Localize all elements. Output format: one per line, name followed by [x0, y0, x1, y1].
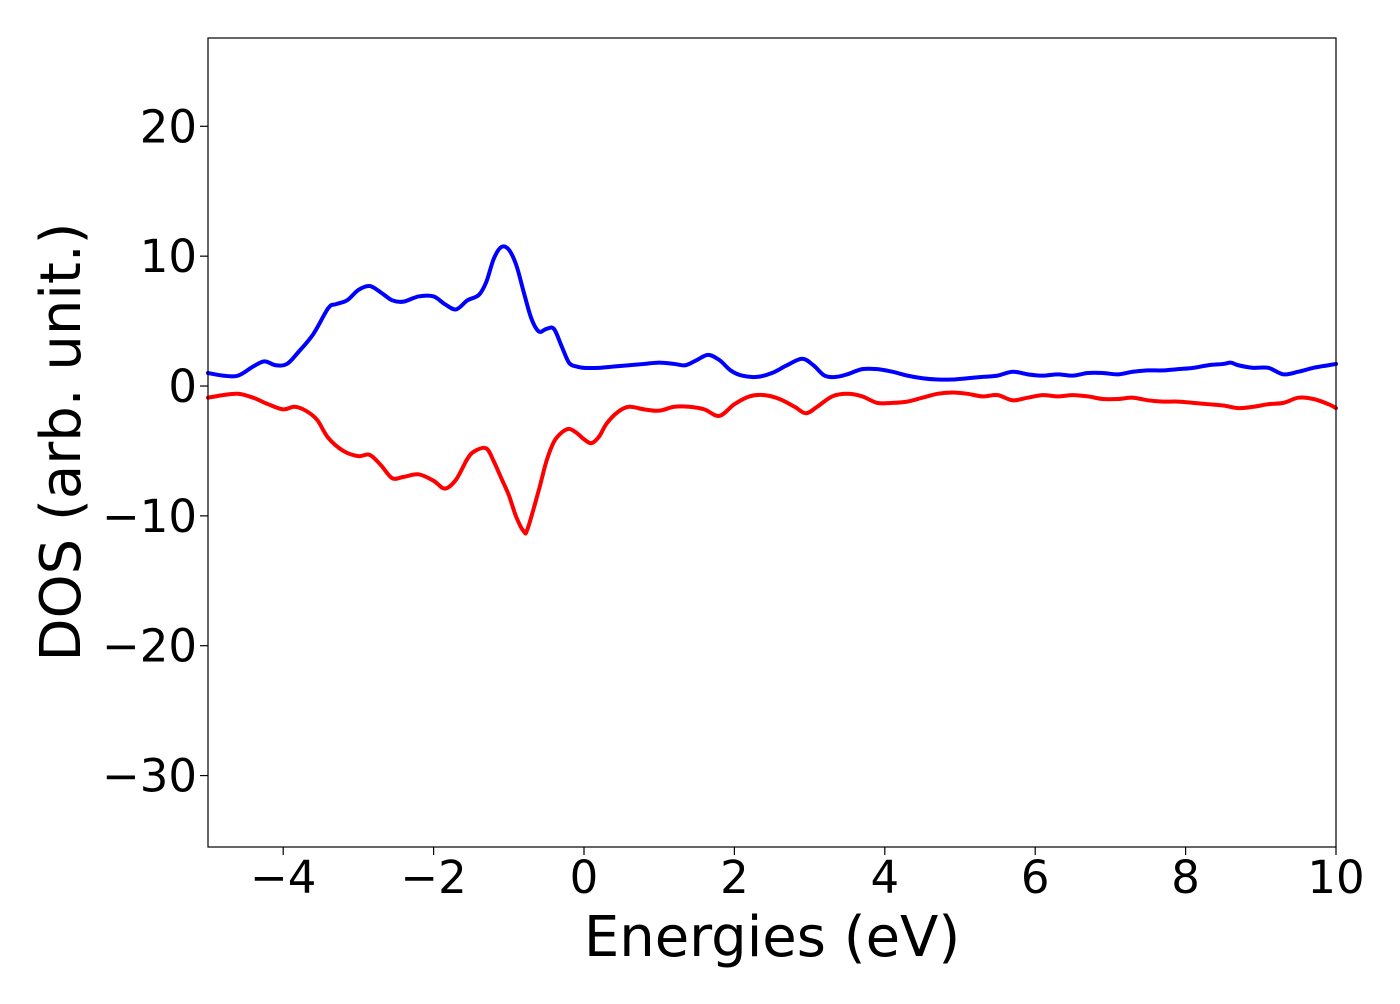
x-tick-label: 6 — [1021, 851, 1050, 904]
x-axis-ticks: −4 −2 0 2 4 6 8 10 — [250, 847, 1365, 904]
x-axis-label: Energies (eV) — [584, 905, 960, 970]
y-tick-label: −20 — [102, 620, 197, 673]
series-line-spin-down — [206, 390, 1338, 536]
x-tick-label: −4 — [250, 851, 316, 904]
x-tick-label: 10 — [1307, 851, 1364, 904]
y-tick-label: −30 — [102, 750, 197, 803]
x-tick-label: 4 — [870, 851, 899, 904]
x-tick-label: 0 — [570, 851, 599, 904]
y-tick-label: 0 — [168, 360, 197, 413]
y-tick-label: 20 — [140, 100, 197, 153]
y-axis-label: DOS (arb. unit.) — [29, 222, 94, 661]
series-line-spin-up — [206, 244, 1338, 382]
y-tick-label: −10 — [102, 490, 197, 543]
x-tick-label: 2 — [720, 851, 749, 904]
y-axis-ticks: 20 10 0 −10 −20 −30 — [102, 100, 208, 803]
x-tick-label: 8 — [1171, 851, 1200, 904]
series-layer — [206, 244, 1338, 536]
plot-background — [208, 38, 1336, 847]
x-tick-label: −2 — [400, 851, 466, 904]
y-tick-label: 10 — [140, 230, 197, 283]
plot-frame — [207, 37, 1337, 848]
